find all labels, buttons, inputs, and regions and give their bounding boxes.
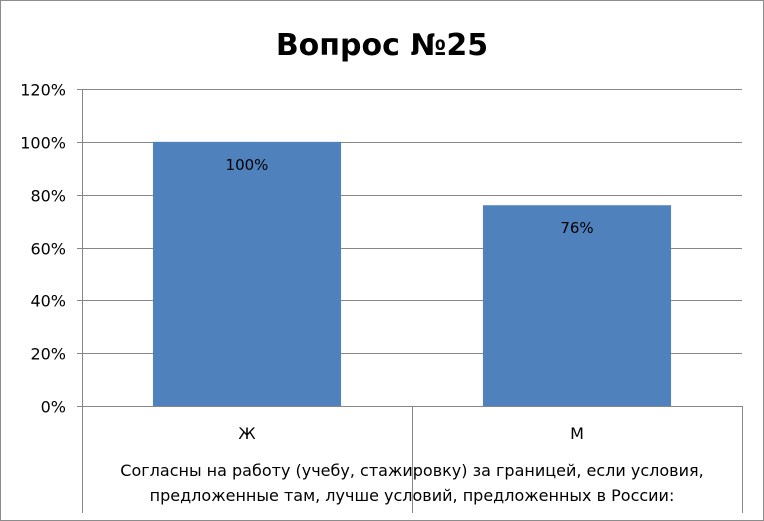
y-tick-label: 80% [30,187,66,206]
y-tick-label: 0% [41,398,66,417]
y-tick-label: 20% [30,345,66,364]
x-axis-label-line: предложенные там, лучше условий, предлож… [150,486,675,505]
y-tick-label: 120% [20,81,66,100]
axes [77,89,743,513]
bar-1 [152,141,342,407]
data-label: 100% [226,156,269,174]
bars [152,141,672,407]
y-tick-labels: 0% 20% 40% 60% 80% 100% 120% [20,81,66,417]
category-label: М [570,424,584,443]
x-axis-label-line: Согласны на работу (учебу, стажировку) з… [120,461,703,480]
y-tick-label: 100% [20,134,66,153]
bar-2 [482,205,672,406]
y-tick-label: 40% [30,292,66,311]
category-label: Ж [238,424,255,443]
data-labels: 100% 76% [226,156,594,237]
data-label: 76% [560,219,593,237]
chart-title: Вопрос №25 [276,28,488,63]
y-tick-label: 60% [30,240,66,259]
x-axis-title: Согласны на работу (учебу, стажировку) з… [120,461,703,505]
